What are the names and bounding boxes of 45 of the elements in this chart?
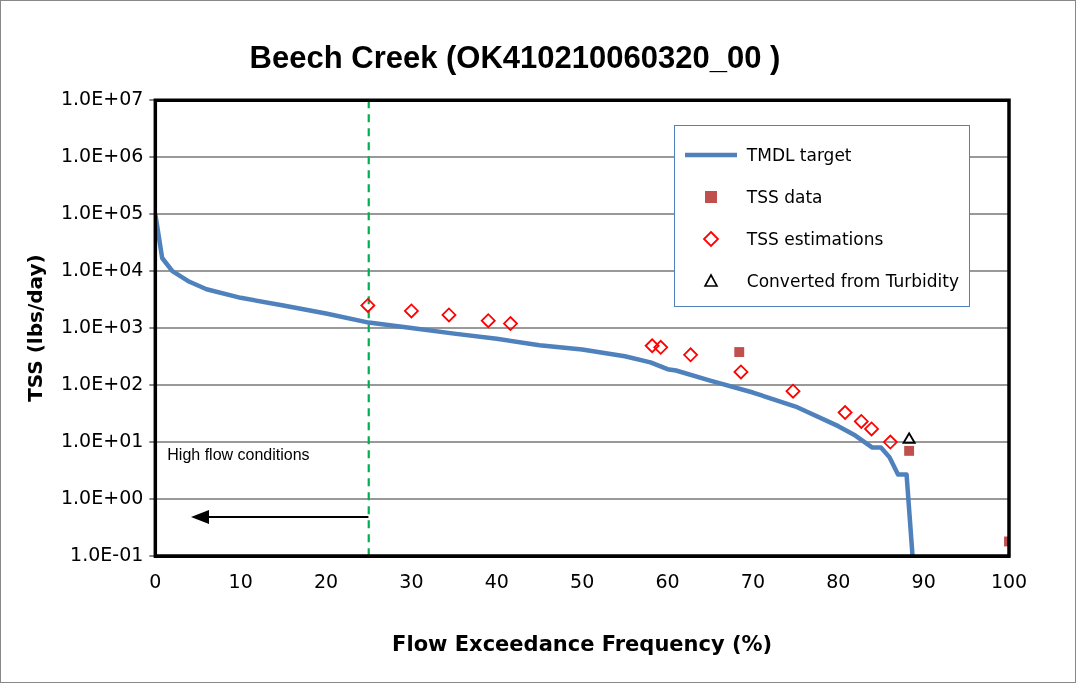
legend-label: TMDL target [746,145,852,166]
legend-label: TSS data [746,187,823,208]
point [360,298,376,313]
x-tick-label: 100 [990,570,1028,593]
point [882,434,898,450]
x-tick-label: 60 [655,570,680,593]
y-axis-title: TSS (lbs/day) [23,254,48,402]
point [904,445,915,456]
point [734,347,745,357]
point [441,307,457,323]
y-tick-label: 1.0E+01 [60,428,144,451]
point [644,338,660,354]
point [902,432,916,444]
x-tick-label: 70 [740,570,765,593]
point [653,339,669,355]
y-tick-label: 1.0E+03 [60,315,144,338]
point [864,421,879,437]
annotation: High flow conditions [167,446,310,464]
x-tick-label: 40 [484,570,509,593]
y-tick-label: 1.0E+04 [60,258,144,281]
point [480,313,496,329]
point [785,383,801,399]
point [837,405,853,420]
y-tick-label: 1.0E+00 [60,485,144,508]
x-tick-label: 0 [149,570,162,593]
legend-label: TSS estimations [746,229,884,250]
point [404,303,419,319]
point [503,316,518,331]
point [853,414,869,429]
point [733,364,749,380]
x-tick-label: 80 [826,570,851,593]
x-tick-label: 90 [911,570,936,593]
x-tick-label: 30 [399,570,424,593]
point [683,347,698,363]
x-tick-label: 10 [228,570,253,593]
x-tick-label: 50 [570,570,595,593]
x-tick-label: 20 [313,570,339,593]
chart-title: Beech Creek (OK410210060320_00 ) [249,40,781,76]
y-tick-label: 1.0E+06 [60,144,144,167]
y-tick-label: 1.0E-01 [70,542,144,565]
x-axis-title: Flow Exceedance Frequency (%) [392,631,773,656]
y-tick-label: 1.0E+02 [60,372,144,395]
y-tick-label: 1.0E+07 [60,87,144,110]
legend-label: Converted from Turbidity [746,271,959,292]
y-tick-label: 1.0E+05 [60,201,144,224]
